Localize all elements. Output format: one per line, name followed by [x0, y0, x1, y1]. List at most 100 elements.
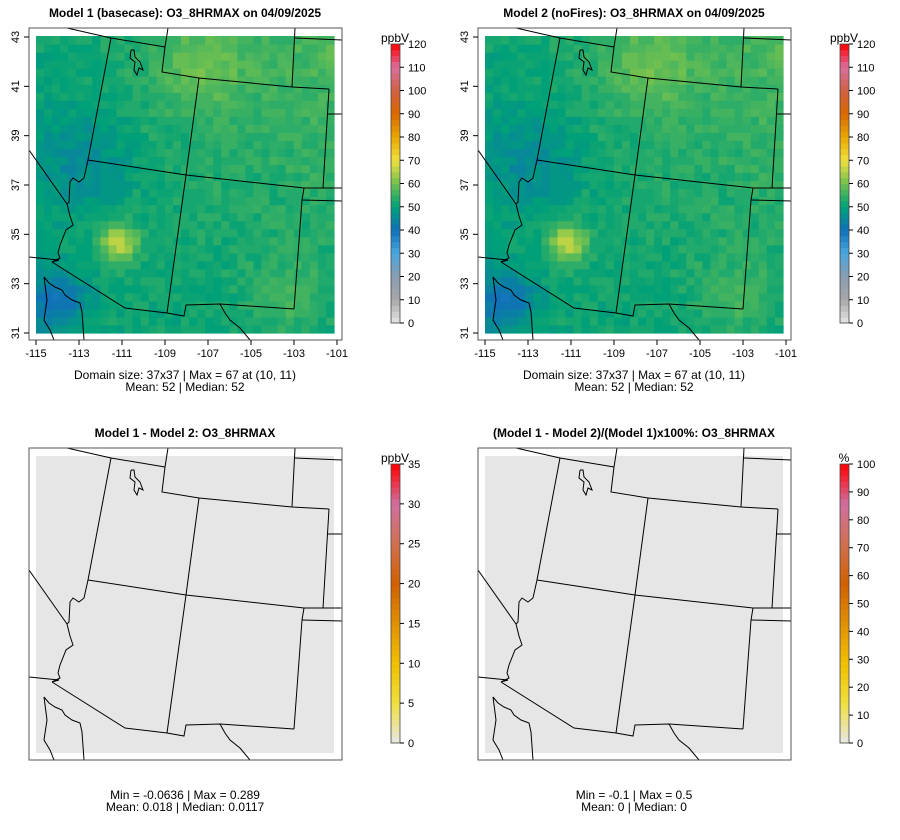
heatmap-cell	[172, 124, 182, 133]
heatmap-cell	[317, 76, 327, 85]
heatmap-cell	[277, 204, 287, 214]
heatmap-cell	[245, 140, 255, 149]
heatmap-cell	[485, 236, 494, 246]
heatmap-cell	[493, 228, 502, 238]
heatmap-cell	[629, 156, 639, 166]
colorbar-segment	[391, 580, 400, 587]
heatmap-cell	[742, 180, 752, 190]
heatmap-cell	[309, 308, 319, 318]
heatmap-cell	[277, 220, 287, 230]
heatmap-cell	[261, 308, 271, 318]
heatmap-cell	[662, 36, 671, 45]
heatmap-cell	[148, 188, 158, 198]
heatmap-cell	[742, 308, 752, 318]
heatmap-cell	[509, 172, 518, 182]
heatmap-cell	[293, 260, 303, 270]
heatmap-cell	[549, 196, 559, 206]
heatmap-cell	[197, 220, 206, 230]
colorbar-segment	[391, 253, 400, 260]
heatmap-cell	[148, 172, 158, 182]
heatmap-cell	[180, 84, 190, 93]
plot-frame	[477, 447, 792, 761]
heatmap-cell	[718, 100, 728, 109]
heatmap-cell	[557, 76, 567, 85]
heatmap-cell	[654, 164, 663, 174]
heatmap-cell	[766, 116, 776, 125]
heatmap-cell	[52, 316, 61, 326]
heatmap-cell	[565, 252, 575, 262]
heatmap-cell	[221, 244, 230, 254]
heatmap-cell	[702, 36, 712, 45]
heatmap-cell	[774, 84, 784, 93]
heatmap-cell	[718, 60, 728, 69]
heatmap-cell	[750, 132, 760, 141]
heatmap-cell	[172, 108, 182, 117]
heatmap-cell	[694, 172, 704, 182]
heatmap-cell	[156, 260, 166, 270]
heatmap-cell	[285, 52, 295, 61]
heatmap-cell	[549, 228, 559, 238]
heatmap-cell	[301, 36, 311, 45]
heatmap-cell	[629, 92, 639, 101]
heatmap-cell	[509, 132, 518, 141]
colorbar-segment	[391, 206, 400, 214]
heatmap-cell	[132, 260, 142, 270]
heatmap-cell	[116, 132, 126, 141]
heatmap-cell	[525, 84, 534, 93]
heatmap-cell	[205, 44, 214, 53]
heatmap-cell	[237, 92, 246, 101]
heatmap-cell	[557, 188, 567, 198]
heatmap-cell	[156, 276, 166, 286]
heatmap-cell	[261, 324, 271, 334]
heatmap-cell	[189, 308, 198, 318]
colorbar-segment	[391, 557, 400, 564]
heatmap-cell	[92, 260, 102, 270]
heatmap-cell	[309, 164, 319, 174]
heatmap-cell	[581, 84, 591, 93]
heatmap-cell	[533, 156, 542, 166]
heatmap-cell	[116, 252, 126, 262]
heatmap-cell	[638, 156, 647, 166]
heatmap-cell	[84, 236, 93, 246]
heatmap-cell	[205, 140, 214, 149]
heatmap-cell	[533, 236, 542, 246]
heatmap-cell	[718, 36, 728, 45]
state-boundary	[500, 681, 617, 734]
heatmap-cell	[261, 220, 271, 230]
heatmap-cell	[229, 44, 238, 53]
heatmap-cell	[180, 244, 190, 254]
colorbar-segment	[391, 522, 400, 529]
heatmap-cell	[221, 316, 230, 326]
heatmap-cell	[662, 44, 671, 53]
colorbar-segment	[391, 224, 400, 231]
heatmap-cell	[253, 180, 263, 190]
heatmap-cell	[734, 156, 744, 166]
heatmap-cell	[758, 308, 768, 318]
heatmap-cell	[317, 116, 327, 125]
colorbar-segment	[391, 551, 400, 558]
heatmap-cell	[172, 284, 182, 294]
heatmap-cell	[221, 148, 230, 158]
heatmap-cell	[718, 204, 728, 214]
heatmap-cell	[52, 140, 61, 149]
heatmap-cell	[269, 172, 279, 182]
heatmap-cell	[533, 60, 542, 69]
heatmap-cell	[213, 52, 222, 61]
heatmap-cell	[140, 124, 150, 133]
heatmap-cell	[44, 204, 53, 214]
heatmap-cell	[213, 92, 222, 101]
colorbar-segment	[391, 84, 400, 91]
heatmap-cell	[581, 268, 591, 278]
colorbar-segment	[840, 235, 849, 243]
heatmap-cell	[52, 60, 61, 69]
heatmap-cell	[44, 116, 53, 125]
heatmap-cell	[493, 140, 502, 149]
heatmap-cell	[557, 68, 567, 77]
heatmap-cell	[541, 260, 551, 270]
colorbar-tick-label: 35	[408, 459, 420, 471]
heatmap-cell	[164, 36, 174, 45]
state-boundary	[166, 594, 187, 734]
heatmap-cell	[605, 68, 615, 77]
heatmap-cell	[229, 244, 238, 254]
heatmap-cell	[132, 148, 142, 158]
